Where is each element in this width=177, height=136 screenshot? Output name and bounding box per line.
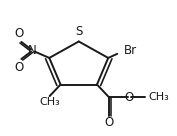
Text: O: O bbox=[15, 27, 24, 40]
Text: O: O bbox=[104, 117, 114, 129]
Text: N: N bbox=[28, 44, 37, 57]
Text: CH₃: CH₃ bbox=[148, 92, 169, 102]
Text: CH₃: CH₃ bbox=[39, 97, 60, 107]
Text: Br: Br bbox=[124, 44, 137, 57]
Text: O: O bbox=[125, 91, 134, 104]
Text: O: O bbox=[15, 61, 24, 74]
Text: S: S bbox=[76, 25, 83, 38]
